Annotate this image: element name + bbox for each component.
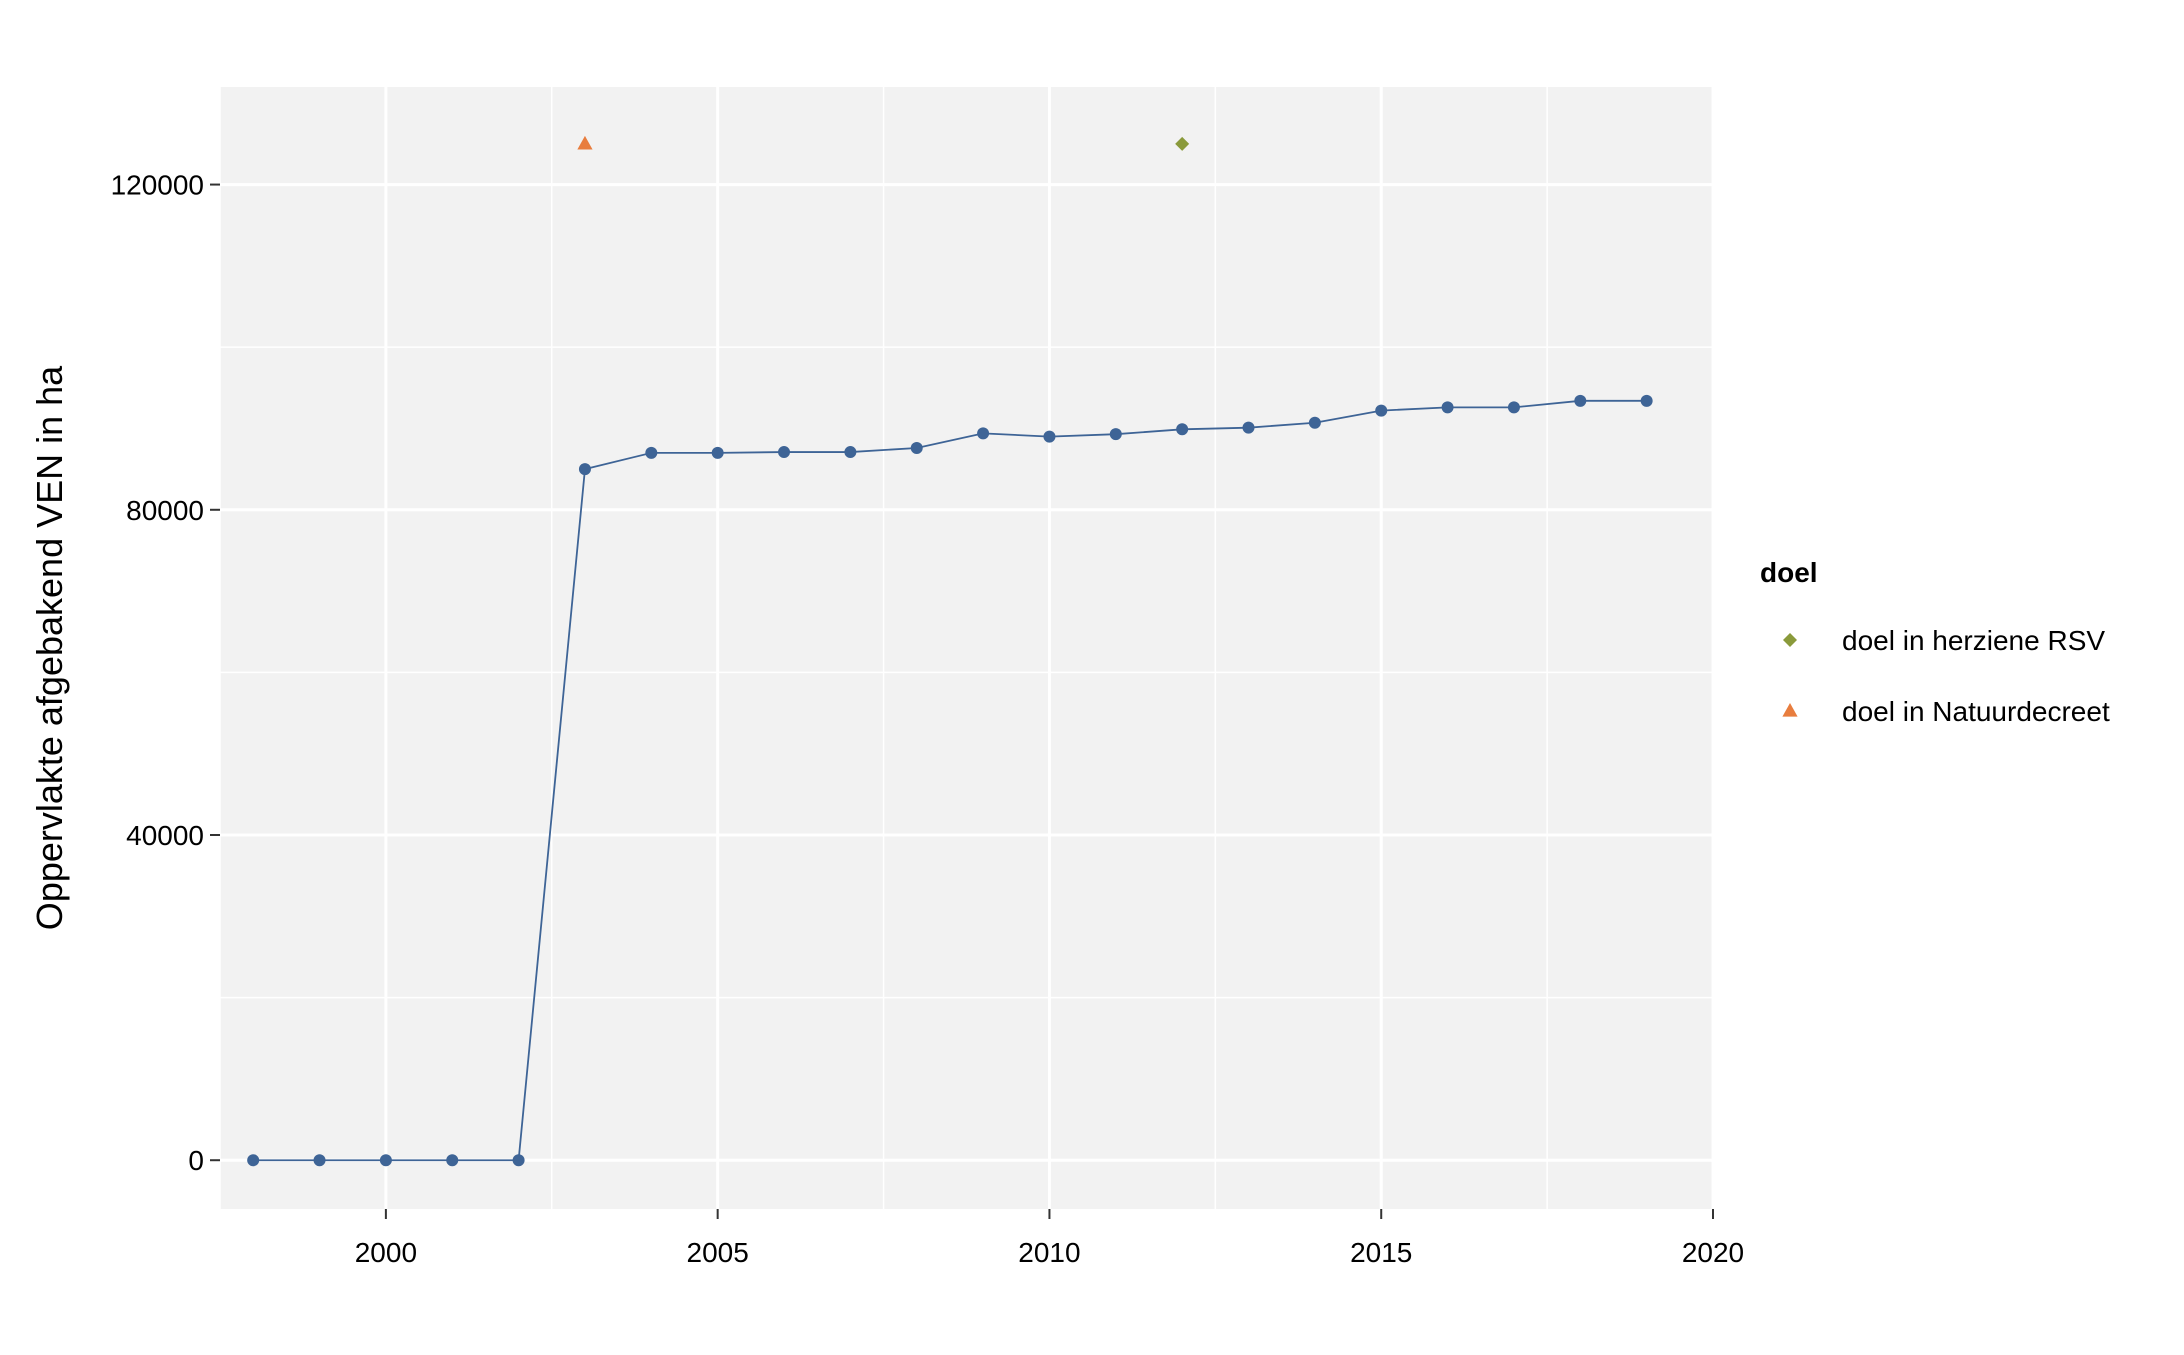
data-point xyxy=(512,1154,525,1167)
y-tick-label: 120000 xyxy=(111,170,204,201)
x-tick-label: 2020 xyxy=(1682,1237,1744,1268)
legend-label: doel in Natuurdecreet xyxy=(1842,696,2110,727)
data-point xyxy=(910,441,923,454)
data-point xyxy=(578,463,591,476)
data-point xyxy=(1640,394,1653,407)
data-point xyxy=(1574,394,1587,407)
data-point xyxy=(778,446,791,459)
data-point xyxy=(1043,430,1056,443)
data-point xyxy=(247,1154,260,1167)
data-point xyxy=(313,1154,326,1167)
grid-minor xyxy=(219,87,1713,1209)
series-line xyxy=(253,399,1647,1162)
data-point xyxy=(379,1154,392,1167)
y-tick-label: 0 xyxy=(188,1145,204,1176)
legend-key-triangle xyxy=(1782,703,1798,717)
data-point xyxy=(844,446,857,459)
target-point-triangle xyxy=(577,135,593,150)
x-tick-label: 2005 xyxy=(687,1237,749,1268)
data-point xyxy=(1507,401,1520,414)
legend-key-diamond xyxy=(1783,633,1797,647)
data-point xyxy=(1176,423,1189,436)
data-point xyxy=(1109,428,1122,441)
target-points xyxy=(577,135,1190,151)
x-tick-label: 2000 xyxy=(355,1237,417,1268)
data-point xyxy=(711,446,724,459)
y-tick-label: 40000 xyxy=(126,820,204,851)
data-point xyxy=(977,427,990,440)
data-point xyxy=(1441,401,1454,414)
target-point-diamond xyxy=(1175,136,1190,151)
series-layer xyxy=(247,394,1653,1167)
y-axis-label: Oppervlakte afgebakend VEN in ha xyxy=(29,365,70,930)
data-point xyxy=(446,1154,459,1167)
legend-label: doel in herziene RSV xyxy=(1842,625,2105,656)
y-tick-label: 80000 xyxy=(126,495,204,526)
x-tick-label: 2010 xyxy=(1018,1237,1080,1268)
legend-items: doel in herziene RSV doel in Natuurdecree… xyxy=(1782,625,2110,727)
axis-ticks xyxy=(210,183,1714,1219)
data-point xyxy=(645,446,658,459)
x-tick-label: 2015 xyxy=(1350,1237,1412,1268)
tick-labels: 2000 2005 2010 2015 2020 0 40000 80000 120000 xyxy=(111,170,1745,1268)
legend: doel doel in herziene RSV doel in Natuurd… xyxy=(1760,557,2110,727)
legend-title: doel xyxy=(1760,557,1818,588)
data-point xyxy=(1308,416,1321,429)
data-point xyxy=(1375,404,1388,417)
data-point xyxy=(1242,421,1255,434)
plot-panel xyxy=(220,87,1713,1209)
